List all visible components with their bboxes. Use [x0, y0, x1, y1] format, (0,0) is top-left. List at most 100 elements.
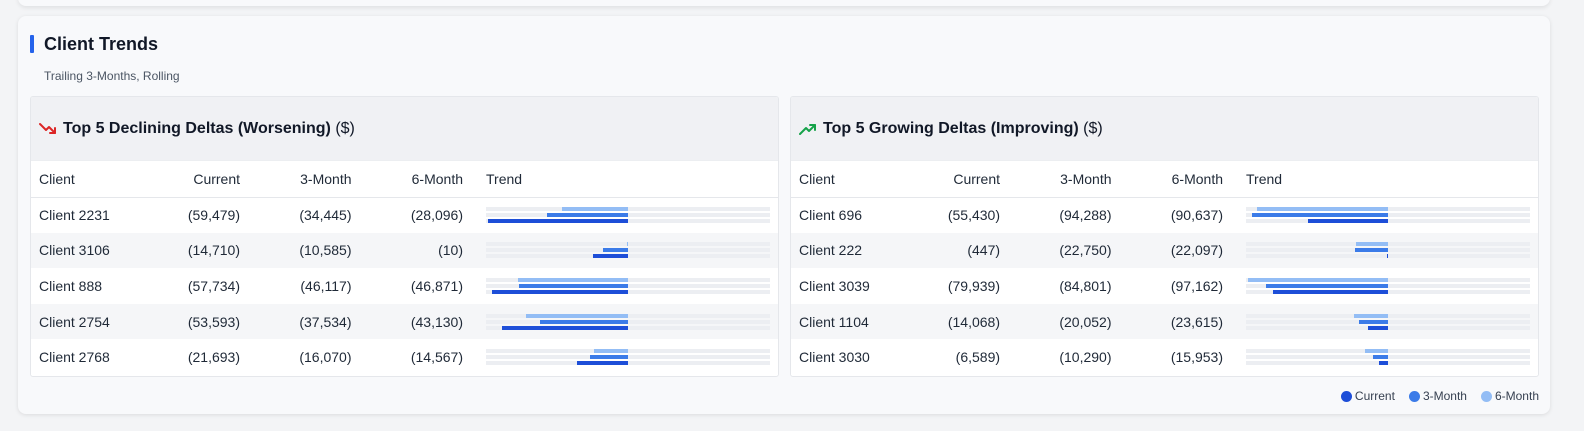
table-row[interactable]: Client 3039 (79,939) (84,801) (97,162)	[791, 268, 1538, 304]
trend-track	[486, 325, 770, 330]
trend-bar-6-month	[627, 242, 628, 247]
trend-track	[1246, 313, 1530, 318]
col-header-client[interactable]: Client	[31, 161, 180, 198]
current-cell: (14,068)	[939, 303, 1009, 340]
legend-swatch-current	[1340, 390, 1352, 402]
declining-title-unit: ($)	[335, 119, 355, 137]
current-cell: (59,479)	[179, 197, 249, 233]
col-header-6-month[interactable]: 6-Month	[1119, 161, 1231, 198]
legend-label-3-month: 3-Month	[1422, 389, 1467, 403]
table-row[interactable]: Client 3030 (6,589) (10,290) (15,953)	[791, 339, 1538, 375]
table-row[interactable]: Client 2231 (59,479) (34,445) (28,096)	[31, 197, 778, 233]
three-month-cell: (10,585)	[248, 232, 360, 269]
trend-sparkbars	[486, 347, 770, 367]
chart-legend: Current 3-Month 6-Month	[1327, 389, 1539, 403]
table-row[interactable]: Client 3106 (14,710) (10,585) (10)	[31, 232, 778, 269]
trend-bar-current	[1387, 254, 1388, 259]
trend-bar-6-month	[1356, 242, 1388, 247]
trending-down-icon	[39, 122, 56, 134]
legend-label-current: Current	[1354, 389, 1395, 403]
trend-track	[1246, 242, 1530, 247]
six-month-cell: (90,637)	[1119, 197, 1231, 233]
trend-track	[1246, 283, 1530, 288]
trend-track	[486, 248, 770, 253]
trend-track	[486, 361, 770, 366]
client-cell: Client 2231	[31, 197, 180, 233]
trend-track	[486, 219, 770, 224]
trend-bar-3-month	[1373, 355, 1388, 360]
table-row[interactable]: Client 222 (447) (22,750) (22,097)	[791, 232, 1538, 269]
table-row[interactable]: Client 1104 (14,068) (20,052) (23,615)	[791, 303, 1538, 340]
table-row[interactable]: Client 2754 (53,593) (37,534) (43,130)	[31, 303, 778, 340]
title-accent-bar	[30, 35, 34, 53]
trend-bar-current	[492, 289, 628, 294]
trend-cell	[471, 339, 778, 375]
trend-sparkbars	[486, 205, 770, 225]
trend-bar-6-month	[1248, 277, 1388, 282]
trend-sparkbars	[486, 240, 770, 260]
trend-bar-current	[1272, 289, 1388, 294]
three-month-cell: (22,750)	[1008, 232, 1120, 269]
trend-cell	[1231, 232, 1538, 269]
trend-bar-3-month	[603, 248, 628, 253]
trend-track	[486, 283, 770, 288]
col-header-trend[interactable]: Trend	[471, 161, 778, 198]
trend-bar-6-month	[1353, 313, 1388, 318]
section-header: Client Trends	[30, 33, 159, 54]
six-month-cell: (23,615)	[1119, 303, 1231, 340]
col-header-client[interactable]: Client	[791, 161, 940, 198]
trend-sparkbars	[486, 276, 770, 296]
declining-panel: Top 5 Declining Deltas (Worsening) ($) C…	[30, 96, 779, 377]
trend-bar-current	[488, 219, 628, 224]
trending-up-icon	[799, 123, 816, 135]
col-header-3-month[interactable]: 3-Month	[248, 161, 360, 198]
six-month-cell: (43,130)	[359, 303, 471, 340]
client-cell: Client 222	[791, 232, 940, 269]
legend-item-current: Current	[1340, 389, 1395, 403]
trend-sparkbars	[486, 312, 770, 332]
trend-bar-current	[1378, 361, 1388, 366]
trend-bar-3-month	[1265, 283, 1388, 288]
trend-track	[486, 355, 770, 360]
table-row[interactable]: Client 2768 (21,693) (16,070) (14,567)	[31, 339, 778, 375]
client-cell: Client 2768	[31, 339, 180, 375]
client-cell: Client 3106	[31, 232, 180, 269]
current-cell: (14,710)	[179, 232, 249, 269]
trend-cell	[1231, 303, 1538, 340]
trend-bar-3-month	[546, 213, 628, 218]
table-row[interactable]: Client 888 (57,734) (46,117) (46,871)	[31, 268, 778, 304]
client-trends-card: Client Trends Trailing 3-Months, Rolling…	[18, 16, 1550, 414]
client-cell: Client 1104	[791, 303, 940, 340]
trend-bar-6-month	[526, 313, 628, 318]
col-header-trend[interactable]: Trend	[1231, 161, 1538, 198]
trend-track	[1246, 248, 1530, 253]
trend-track	[1246, 355, 1530, 360]
col-header-current[interactable]: Current	[939, 161, 1009, 198]
trend-track	[486, 213, 770, 218]
trend-track	[1246, 207, 1530, 212]
trend-bar-6-month	[593, 349, 628, 354]
table-row[interactable]: Client 696 (55,430) (94,288) (90,637)	[791, 197, 1538, 233]
trend-track	[486, 254, 770, 259]
three-month-cell: (16,070)	[248, 339, 360, 375]
three-month-cell: (84,801)	[1008, 268, 1120, 304]
section-title: Client Trends	[44, 33, 159, 54]
trend-bar-6-month	[1257, 207, 1388, 212]
six-month-cell: (28,096)	[359, 197, 471, 233]
trend-sparkbars	[1246, 240, 1530, 260]
previous-card-edge	[18, 0, 1550, 6]
legend-item-3-month: 3-Month	[1408, 389, 1467, 403]
trend-cell	[1231, 339, 1538, 375]
current-cell: (6,589)	[939, 339, 1009, 375]
col-header-3-month[interactable]: 3-Month	[1008, 161, 1120, 198]
current-cell: (57,734)	[179, 268, 249, 304]
legend-swatch-6-month	[1480, 390, 1492, 402]
declining-table: Client Current 3-Month 6-Month Trend Cli…	[31, 161, 778, 375]
trend-cell	[1231, 197, 1538, 233]
col-header-6-month[interactable]: 6-Month	[359, 161, 471, 198]
trend-cell	[1231, 268, 1538, 304]
col-header-current[interactable]: Current	[179, 161, 249, 198]
trend-bar-current	[1308, 219, 1388, 224]
client-cell: Client 3030	[791, 339, 940, 375]
declining-header-row: Client Current 3-Month 6-Month Trend	[31, 161, 778, 198]
